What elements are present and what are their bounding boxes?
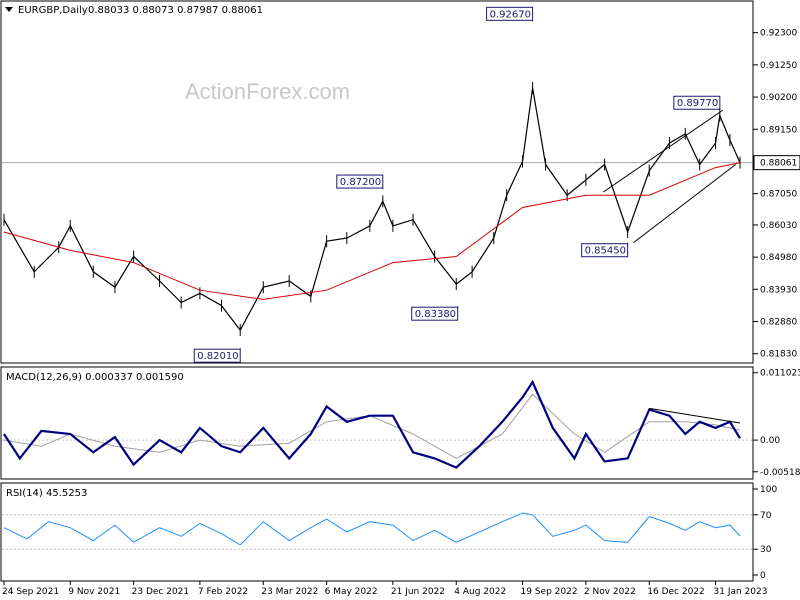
price-tick-label: 0.86030 bbox=[760, 221, 797, 231]
price-tick-label: 0.82880 bbox=[760, 318, 797, 328]
macd-main-line bbox=[3, 379, 741, 469]
last-price-label: 0.88061 bbox=[760, 159, 797, 169]
macd-panel-title: MACD(12,26,9) 0.000337 0.001590 bbox=[6, 372, 184, 383]
price-tick-label: 0.81830 bbox=[760, 350, 797, 360]
annotation-box bbox=[581, 243, 629, 258]
rsi-tick-label: 0 bbox=[760, 571, 766, 581]
trend-channel-line bbox=[633, 164, 736, 244]
price-ohlc-text: 0.88033 0.88073 0.87987 0.88061 bbox=[88, 5, 263, 16]
macd-tick-label: 0.00 bbox=[760, 436, 780, 446]
moving-average-line bbox=[3, 162, 741, 300]
axes: 0.92300 0.91250 0.90200 0.89150 0.88061 0.870… bbox=[2, 29, 800, 597]
annotation-label: 0.92670 bbox=[490, 9, 531, 20]
annotation-label: 0.87200 bbox=[340, 177, 381, 188]
x-tick-label: 2 Nov 2022 bbox=[584, 587, 636, 597]
rsi-tick-label: 70 bbox=[760, 511, 772, 521]
annotation-label: 0.89770 bbox=[677, 98, 718, 109]
x-tick-label: 9 Nov 2021 bbox=[68, 587, 120, 597]
x-tick-label: 6 May 2022 bbox=[325, 587, 378, 597]
rsi-panel-title: RSI(14) 45.5253 bbox=[6, 488, 87, 499]
x-tick-label: 21 Jun 2022 bbox=[391, 587, 445, 597]
x-tick-label: 31 Jan 2023 bbox=[714, 587, 768, 597]
x-tick-label: 23 Dec 2021 bbox=[132, 587, 190, 597]
price-panel-title: EURGBP,Daily bbox=[18, 5, 88, 16]
macd-tick-label: -0.005182 bbox=[760, 468, 800, 478]
price-tick-label: 0.90200 bbox=[760, 93, 797, 103]
price-panel: 0.92670 0.89770 0.87200 0.85450 0.83380 0.820… bbox=[0, 0, 754, 364]
price-tick-label: 0.89150 bbox=[760, 125, 797, 135]
macd-panel: MACD(12,26,9) 0.000337 0.001590 bbox=[0, 366, 754, 480]
rsi-panel: RSI(14) 45.5253 bbox=[0, 482, 754, 582]
price-tick-label: 0.92300 bbox=[760, 29, 797, 39]
x-tick-label: 4 Aug 2022 bbox=[454, 587, 506, 597]
annotation-label: 0.83380 bbox=[415, 309, 456, 320]
rsi-tick-label: 100 bbox=[760, 485, 777, 495]
macd-divergence-line bbox=[649, 407, 741, 424]
annotation-label: 0.85450 bbox=[585, 246, 626, 257]
panel-menu-icon[interactable] bbox=[5, 7, 13, 12]
x-tick-label: 16 Dec 2022 bbox=[647, 587, 705, 597]
macd-tick-label: 0.011023 bbox=[760, 369, 800, 379]
rsi-tick-label: 30 bbox=[760, 545, 772, 555]
x-tick-label: 23 Mar 2022 bbox=[261, 587, 318, 597]
annotation-label: 0.82010 bbox=[197, 351, 238, 362]
price-tick-label: 0.84980 bbox=[760, 253, 797, 263]
price-tick-label: 0.87050 bbox=[760, 190, 797, 200]
rsi-line bbox=[3, 512, 741, 546]
annotation-box bbox=[336, 174, 384, 189]
watermark: ActionForex.com bbox=[185, 79, 350, 104]
last-price-box bbox=[753, 155, 800, 171]
price-tick-label: 0.91250 bbox=[760, 61, 797, 71]
x-tick-label: 19 Sep 2022 bbox=[521, 587, 578, 597]
x-tick-label: 24 Sep 2021 bbox=[2, 587, 59, 597]
annotation-box bbox=[411, 306, 459, 321]
annotation-box bbox=[486, 6, 534, 21]
annotation-box bbox=[193, 348, 241, 363]
annotation-box bbox=[673, 95, 721, 110]
x-tick-label: 7 Feb 2022 bbox=[198, 587, 248, 597]
price-tick-label: 0.83930 bbox=[760, 285, 797, 295]
